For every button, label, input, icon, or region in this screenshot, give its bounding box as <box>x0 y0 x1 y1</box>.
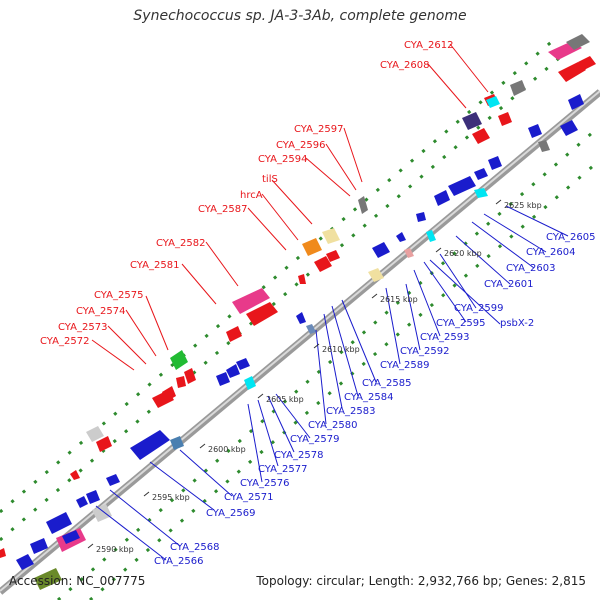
gene-label: CYA_2582 <box>156 238 205 249</box>
gene-label: CYA_2573 <box>58 322 107 333</box>
kbp-ticks: 2590 kbp 2595 kbp 2600 kbp 2605 kbp 2610 kbp… <box>87 199 542 554</box>
gene-hrca <box>302 238 322 256</box>
gene-label: CYA_2603 <box>506 263 555 274</box>
gene-label: CYA_2605 <box>546 232 595 243</box>
gene-label: CYA_2592 <box>400 346 449 357</box>
top-gene-labels: CYA_2612 CYA_2608 CYA_2597 CYA_2596 CYA_… <box>40 40 453 347</box>
kbp-tick-label: 2600 kbp <box>208 445 246 454</box>
gene-label: CYA_2594 <box>258 154 307 165</box>
gene-label: CYA_2585 <box>362 378 411 389</box>
kbp-tick-mark <box>87 543 94 549</box>
gene-label: CYA_2577 <box>258 464 307 475</box>
gene-label: CYA_2575 <box>94 290 143 301</box>
top-strand-genes <box>0 34 596 590</box>
gene-label: CYA_2596 <box>276 140 325 151</box>
kbp-tick-label: 2590 kbp <box>96 545 134 554</box>
gene-label: CYA_2597 <box>294 124 343 135</box>
gene-label: CYA_2612 <box>404 40 453 51</box>
gene-label: CYA_2581 <box>130 260 179 271</box>
topology-text: Topology: circular; Length: 2,932,766 bp… <box>256 574 586 588</box>
kbp-tick-mark <box>371 293 378 299</box>
gene-label: CYA_2589 <box>380 360 429 371</box>
gene-cya-2608 <box>558 62 586 82</box>
kbp-tick-label: 2620 kbp <box>444 249 482 258</box>
genome-title: Synechococcus sp. JA-3-3Ab, complete gen… <box>133 8 467 24</box>
gene-label: CYA_2593 <box>420 332 469 343</box>
gene-label: CYA_2583 <box>326 406 375 417</box>
leader-lines-top <box>91 43 489 371</box>
gene-label: CYA_2572 <box>40 336 89 347</box>
gene-label: CYA_2580 <box>308 420 357 431</box>
gene-label: tilS <box>262 174 278 185</box>
kbp-tick-mark <box>313 343 320 349</box>
kbp-tick-label: 2625 kbp <box>504 201 542 210</box>
gene-label: CYA_2569 <box>206 508 255 519</box>
kbp-tick-label: 2610 kbp <box>322 345 360 354</box>
gene-label: CYA_2601 <box>484 279 533 290</box>
kbp-tick-mark <box>495 199 502 205</box>
kbp-tick-label: 2595 kbp <box>152 493 190 502</box>
gene-cya-2575 <box>170 350 188 370</box>
gene-label: CYA_2608 <box>380 60 429 71</box>
gene-label: CYA_2587 <box>198 204 247 215</box>
gene-tils <box>322 228 340 244</box>
gene-label: CYA_2571 <box>224 492 273 503</box>
gene-label: CYA_2578 <box>274 450 323 461</box>
kbp-tick-label: 2615 kbp <box>380 295 418 304</box>
genome-backbone <box>0 89 600 595</box>
kbp-tick-mark <box>435 247 442 253</box>
gene-label: CYA_2576 <box>240 478 289 489</box>
kbp-tick-mark <box>199 443 206 449</box>
gene-label: CYA_2604 <box>526 247 575 258</box>
gene-label: hrcA <box>240 190 263 201</box>
gene-label: CYA_2574 <box>76 306 125 317</box>
kbp-tick-mark <box>257 393 264 399</box>
accession-text: Accession: NC_007775 <box>9 574 146 588</box>
gene-label: CYA_2599 <box>454 303 503 314</box>
gene-label: psbX-2 <box>500 318 534 329</box>
kbp-tick-mark <box>143 491 150 497</box>
gene-label: CYA_2579 <box>290 434 339 445</box>
kbp-tick-label: 2605 kbp <box>266 395 304 404</box>
gene-label: CYA_2568 <box>170 542 219 553</box>
bottom-strand-genes <box>16 94 584 570</box>
gene-label: CYA_2566 <box>154 556 203 567</box>
gene-label: CYA_2595 <box>436 318 485 329</box>
gene-cya-2582 <box>232 288 270 314</box>
bottom-gene-labels: CYA_2605 CYA_2604 CYA_2603 CYA_2601 CYA_… <box>154 232 595 567</box>
gene-label: CYA_2584 <box>344 392 393 403</box>
